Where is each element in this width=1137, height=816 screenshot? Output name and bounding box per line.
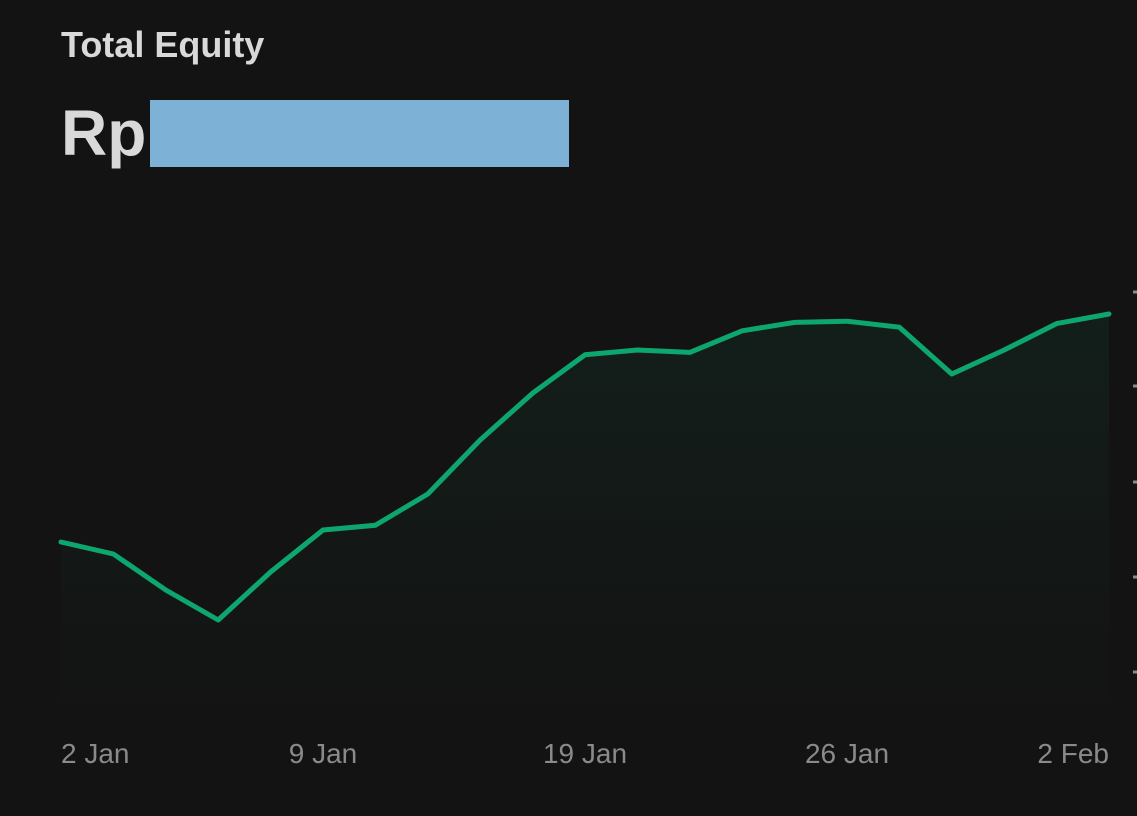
- x-tick-label: 2 Jan: [61, 738, 130, 769]
- redaction-box: [150, 100, 569, 167]
- page-title: Total Equity: [61, 24, 265, 65]
- equity-line: [58, 311, 1112, 623]
- currency-prefix: Rp: [61, 97, 147, 169]
- x-tick-label: 26 Jan: [805, 738, 889, 769]
- x-axis: 2 Jan 9 Jan 19 Jan 26 Jan 2 Feb: [61, 738, 1109, 769]
- y-axis-ticks: [1133, 290, 1137, 674]
- equity-area: [61, 314, 1109, 710]
- x-tick-label: 19 Jan: [543, 738, 627, 769]
- x-tick-label: 9 Jan: [289, 738, 358, 769]
- x-tick-label: 2 Feb: [1037, 738, 1109, 769]
